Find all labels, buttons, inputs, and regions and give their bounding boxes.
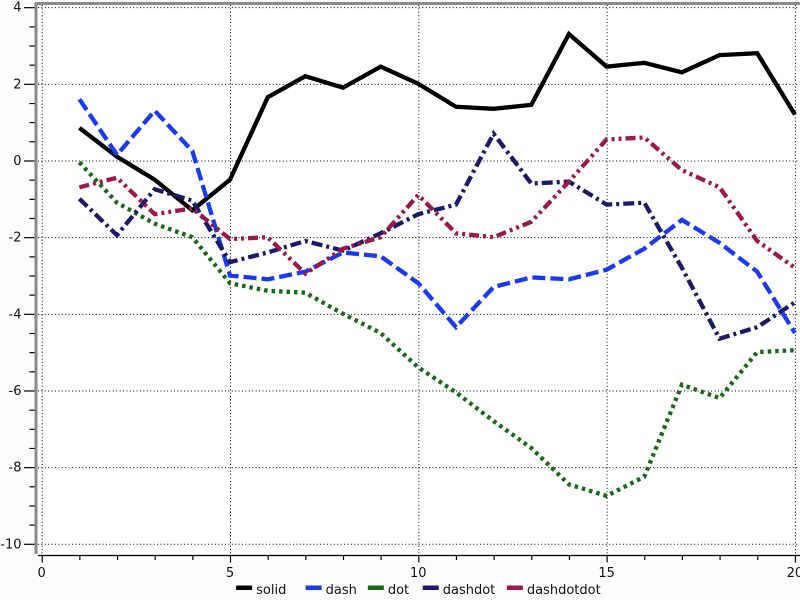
frame-top-border — [34, 2, 800, 5]
legend-item-dash: dash — [305, 583, 357, 598]
legend-label: solid — [256, 583, 286, 598]
y-tick-label: -6 — [9, 384, 22, 399]
y-tick-label: 4 — [13, 1, 21, 16]
legend-label: dashdot — [443, 583, 496, 598]
legend-item-dashdot: dashdot — [422, 583, 496, 598]
legend-marker-dot — [367, 585, 384, 590]
y-tick-label: 0 — [13, 154, 21, 169]
series-dash-line — [77, 97, 797, 335]
x-axis — [38, 554, 800, 563]
y-tick-label: -2 — [9, 231, 22, 246]
y-tick-label: -10 — [0, 537, 21, 552]
legend-item-dot: dot — [367, 583, 409, 598]
legend-label: dot — [388, 583, 409, 598]
legend-label: dash — [326, 583, 357, 598]
x-tick-label: 0 — [38, 566, 46, 581]
legend-marker-solid — [236, 585, 253, 590]
legend: solid dash dot dashdot dashdotdot — [236, 583, 601, 598]
legend-item-solid: solid — [236, 583, 286, 598]
y-tick-label: 2 — [13, 77, 21, 92]
y-tick-label: -4 — [9, 307, 22, 322]
y-tick-label: -8 — [9, 461, 22, 476]
y-axis-labels: 4 2 0 -2 -4 -6 -8 -10 — [0, 1, 21, 553]
legend-label: dashdotdot — [527, 583, 601, 598]
plot-area — [38, 4, 800, 554]
legend-marker-dash — [305, 585, 322, 590]
legend-item-dashdotdot: dashdotdot — [506, 583, 601, 598]
series-dashdotdot-line — [78, 135, 797, 277]
series-lines — [77, 30, 797, 499]
x-tick-label: 20 — [787, 566, 800, 581]
x-tick-label: 5 — [226, 566, 234, 581]
y-axis — [24, 7, 35, 545]
legend-marker-dashdotdot — [506, 585, 523, 590]
x-tick-label: 15 — [598, 566, 615, 581]
x-tick-label: 10 — [410, 566, 427, 581]
legend-marker-dashdot — [422, 585, 439, 590]
frame-left-border — [34, 2, 38, 554]
series-dot-line — [77, 160, 796, 499]
series-solid-line — [78, 30, 797, 214]
x-axis-labels: 0 5 10 15 20 — [38, 566, 800, 581]
